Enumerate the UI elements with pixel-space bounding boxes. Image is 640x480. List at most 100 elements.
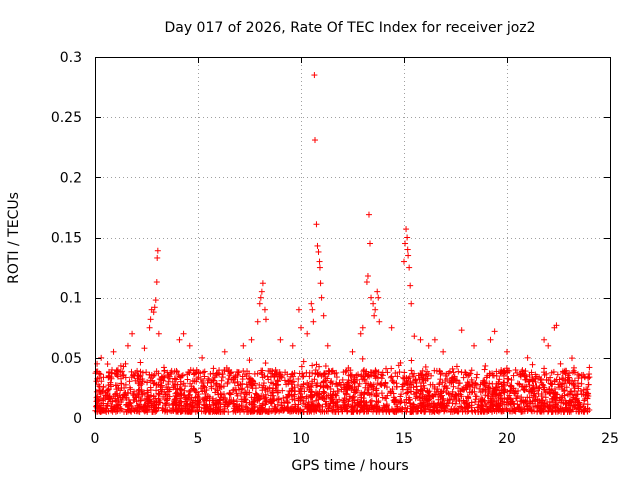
roti-point — [561, 408, 568, 415]
roti-point — [230, 408, 237, 415]
roti-point — [388, 365, 395, 372]
roti-point — [545, 377, 552, 384]
roti-point — [259, 374, 266, 381]
roti-point — [563, 404, 570, 411]
roti-point — [368, 391, 375, 398]
roti-point — [521, 405, 528, 412]
roti-point — [420, 400, 427, 407]
roti-point — [265, 376, 272, 383]
roti-point — [383, 401, 390, 408]
roti-point — [309, 402, 316, 409]
roti-point — [110, 348, 117, 355]
roti-point — [295, 382, 302, 389]
roti-point — [455, 368, 462, 375]
roti-point — [474, 371, 481, 378]
roti-point — [319, 403, 326, 410]
roti-point — [578, 371, 585, 378]
roti-point — [431, 367, 438, 374]
roti-point — [384, 384, 391, 391]
roti-point — [121, 384, 128, 391]
roti-point — [356, 401, 363, 408]
roti-point — [252, 385, 259, 392]
roti-point — [437, 401, 444, 408]
roti-point — [213, 370, 220, 377]
roti-point — [504, 348, 510, 355]
roti-point — [223, 364, 230, 371]
x-tick-label: 0 — [91, 431, 100, 447]
roti-point — [277, 336, 284, 343]
roti-point — [558, 396, 565, 403]
roti-point — [450, 369, 457, 376]
roti-point — [312, 405, 319, 412]
roti-point — [288, 371, 295, 378]
roti-point — [361, 389, 368, 396]
roti-point — [416, 393, 423, 400]
roti-point — [501, 401, 508, 408]
roti-point — [186, 370, 193, 377]
roti-point — [321, 370, 328, 377]
roti-point — [173, 395, 180, 402]
roti-point — [373, 408, 380, 415]
roti-point — [292, 408, 299, 415]
roti-point — [253, 391, 260, 398]
roti-point — [455, 408, 462, 415]
roti-point — [239, 376, 246, 383]
roti-point — [479, 403, 486, 410]
roti-point — [476, 385, 483, 392]
roti-point — [175, 405, 182, 412]
roti-point — [562, 367, 569, 374]
roti-point — [201, 405, 208, 412]
roti-point — [452, 391, 459, 398]
roti-point — [268, 379, 275, 386]
roti-point — [409, 370, 416, 377]
roti-point — [226, 396, 233, 403]
roti-point — [138, 381, 145, 388]
roti-point — [364, 273, 371, 280]
roti-point — [360, 397, 367, 404]
roti-point — [297, 390, 304, 397]
roti-point — [542, 394, 549, 401]
roti-point — [200, 369, 207, 376]
roti-point — [195, 374, 202, 381]
roti-point — [529, 408, 536, 415]
roti-point — [354, 396, 361, 403]
roti-point — [427, 381, 434, 388]
roti-point — [375, 399, 382, 406]
roti-point — [306, 386, 313, 393]
roti-point — [536, 384, 543, 391]
roti-point — [172, 386, 179, 393]
roti-point — [378, 390, 385, 397]
roti-point — [117, 399, 124, 406]
roti-point — [256, 381, 263, 388]
roti-point — [406, 381, 413, 388]
roti-point — [489, 372, 496, 379]
roti-point — [506, 392, 513, 399]
roti-point — [404, 380, 411, 387]
roti-point — [408, 408, 415, 415]
roti-point — [548, 395, 555, 402]
roti-point — [531, 390, 538, 397]
roti-point — [209, 377, 216, 384]
roti-point — [377, 381, 384, 388]
roti-point — [268, 407, 275, 414]
roti-point — [289, 370, 296, 377]
roti-point — [345, 372, 352, 379]
roti-point — [547, 374, 554, 381]
roti-point — [196, 394, 203, 401]
roti-point — [311, 72, 318, 79]
roti-point — [439, 379, 446, 386]
y-tick-label: 0.05 — [51, 351, 82, 367]
roti-point — [472, 398, 479, 405]
roti-point — [545, 342, 552, 349]
roti-point — [449, 365, 456, 372]
roti-point — [147, 400, 154, 407]
roti-point — [261, 306, 268, 313]
roti-point — [124, 342, 131, 349]
roti-point — [372, 375, 379, 382]
roti-point — [248, 378, 255, 385]
roti-point — [537, 377, 544, 384]
chart-title: Day 017 of 2026, Rate Of TEC Index for r… — [164, 20, 535, 36]
roti-point — [499, 398, 506, 405]
roti-point — [128, 403, 135, 410]
